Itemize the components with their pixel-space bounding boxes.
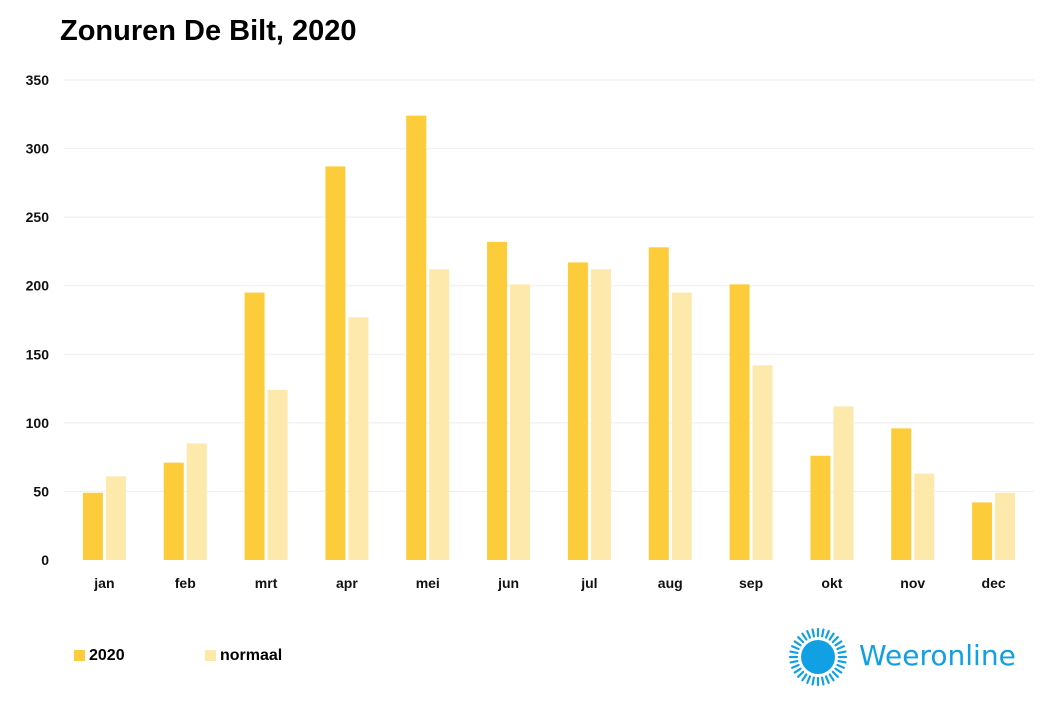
y-axis-ticks: 0 50 100 150 200 250 300 350 bbox=[26, 72, 50, 568]
bar-normaal-okt bbox=[833, 406, 854, 560]
x-tick-label-mrt: mrt bbox=[255, 575, 278, 591]
x-tick-label-okt: okt bbox=[821, 575, 842, 591]
x-tick-label-aug: aug bbox=[658, 575, 683, 591]
bar-normaal-nov bbox=[914, 473, 935, 560]
bar-2020-feb bbox=[163, 462, 184, 560]
bar-normaal-apr bbox=[348, 317, 369, 560]
bar-normaal-mei bbox=[429, 269, 450, 560]
y-tick-label-250: 250 bbox=[26, 209, 50, 225]
bar-normaal-mrt bbox=[267, 389, 288, 560]
y-tick-label-150: 150 bbox=[26, 346, 50, 362]
bar-normaal-feb bbox=[186, 443, 207, 560]
sun-icon bbox=[788, 627, 848, 687]
bar-2020-jul bbox=[567, 262, 588, 560]
bar-2020-aug bbox=[648, 247, 669, 561]
bar-2020-sep bbox=[729, 284, 750, 560]
y-tick-label-100: 100 bbox=[26, 415, 50, 431]
bar-2020-dec bbox=[972, 502, 993, 560]
x-tick-label-sep: sep bbox=[739, 575, 763, 591]
chart-title: Zonuren De Bilt, 2020 bbox=[60, 15, 357, 47]
bar-2020-jan bbox=[82, 492, 103, 560]
bar-normaal-jan bbox=[105, 476, 126, 560]
x-axis-ticks: jan feb mrt apr mei jun jul aug sep okt nov dec bbox=[93, 575, 1006, 591]
y-tick-label-200: 200 bbox=[26, 278, 50, 294]
legend-swatch-normaal bbox=[205, 650, 216, 661]
bar-2020-nov bbox=[891, 428, 912, 560]
y-tick-label-350: 350 bbox=[26, 72, 50, 88]
y-tick-label-0: 0 bbox=[41, 552, 49, 568]
bar-2020-apr bbox=[325, 166, 346, 560]
x-tick-label-dec: dec bbox=[982, 575, 1006, 591]
x-tick-label-jul: jul bbox=[580, 575, 597, 591]
weeronline-logo: Weeronline bbox=[788, 627, 1038, 687]
bar-2020-mei bbox=[406, 115, 427, 561]
bar-normaal-dec bbox=[995, 492, 1016, 560]
y-tick-label-50: 50 bbox=[33, 483, 49, 499]
bar-normaal-sep bbox=[752, 365, 773, 560]
bar-normaal-aug bbox=[671, 292, 692, 560]
gridlines bbox=[64, 79, 1034, 492]
x-tick-label-jun: jun bbox=[497, 575, 519, 591]
y-tick-label-300: 300 bbox=[26, 141, 50, 157]
legend-label-2020: 2020 bbox=[89, 647, 125, 664]
legend-swatch-2020 bbox=[74, 650, 85, 661]
x-tick-label-mei: mei bbox=[416, 575, 440, 591]
legend-label-normaal: normaal bbox=[220, 647, 283, 664]
bars bbox=[82, 115, 1016, 561]
x-tick-label-nov: nov bbox=[900, 575, 925, 591]
bar-2020-okt bbox=[810, 455, 831, 560]
bar-2020-mrt bbox=[244, 292, 265, 560]
x-tick-label-apr: apr bbox=[336, 575, 358, 591]
x-tick-label-feb: feb bbox=[175, 575, 196, 591]
logo-text: Weeronline bbox=[859, 639, 1016, 672]
x-tick-label-jan: jan bbox=[93, 575, 114, 591]
bar-normaal-jul bbox=[590, 269, 611, 560]
bar-normaal-jun bbox=[510, 284, 531, 560]
bar-2020-jun bbox=[487, 241, 508, 561]
